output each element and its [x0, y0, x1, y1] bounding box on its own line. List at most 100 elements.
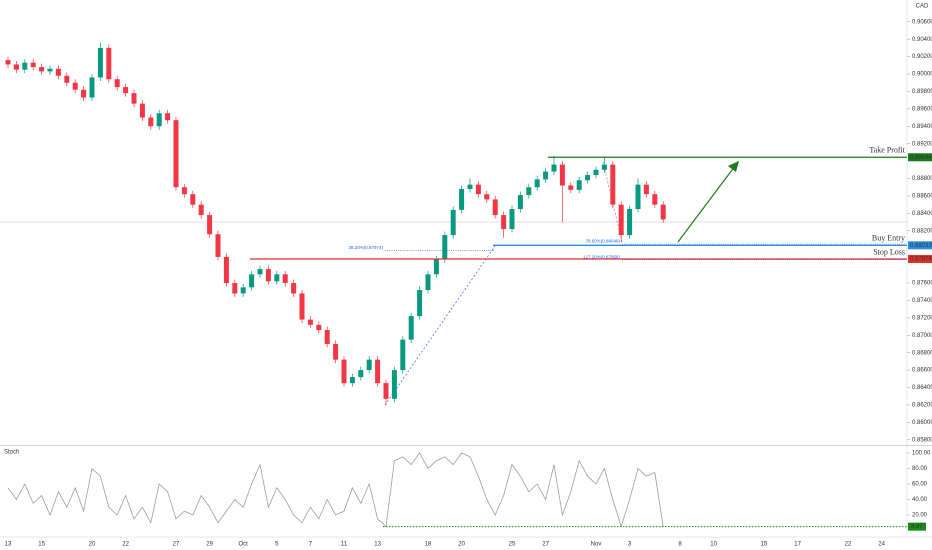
- fib-trend-line: [384, 245, 496, 406]
- candle-body: [341, 359, 347, 384]
- candle-body: [81, 89, 87, 98]
- candle-body: [660, 204, 666, 220]
- currency: CAD: [916, 4, 929, 10]
- candle-body: [240, 287, 246, 294]
- y-tick-label: 0.86200: [912, 403, 932, 409]
- candle-body: [643, 184, 649, 195]
- y-tick-label: 0.90600: [912, 19, 932, 25]
- candle-body: [55, 68, 61, 76]
- x-tick-label: 10: [710, 542, 717, 548]
- y-tick-label: 40.00: [912, 497, 928, 503]
- candle-body: [400, 339, 406, 371]
- x-tick-label: Oct: [239, 542, 249, 548]
- candle-body: [316, 324, 322, 331]
- candle-body: [47, 68, 53, 72]
- level-price: 0.89044: [910, 155, 932, 161]
- candle-body: [265, 269, 271, 282]
- candle-body: [543, 171, 549, 180]
- candle-body: [585, 175, 591, 181]
- candle-body: [13, 64, 19, 70]
- level-price-box: [908, 254, 932, 263]
- y-tick-label: 80.00: [912, 466, 928, 472]
- x-tick-label: 13: [5, 542, 12, 548]
- candle-body: [509, 209, 515, 230]
- y-tick-label: 0.88800: [912, 176, 932, 182]
- y-tick-label: 0.89200: [912, 141, 932, 147]
- x-tick-label: 22: [122, 542, 129, 548]
- candle-body: [215, 234, 221, 257]
- candle-body: [408, 316, 414, 340]
- candle-body: [5, 60, 11, 65]
- x-tick-label: 18: [425, 542, 432, 548]
- y-tick-label: 0.86600: [912, 368, 932, 374]
- candle-body: [257, 269, 263, 275]
- fib-label: 78.60%(0.88048): [585, 239, 620, 244]
- candle-body: [97, 47, 103, 78]
- candle-body: [173, 120, 179, 188]
- candle-body: [450, 209, 456, 236]
- y-tick-label: 0.86400: [912, 385, 932, 391]
- y-tick-label: 20.00: [912, 513, 928, 519]
- candle-body: [358, 370, 364, 378]
- candle-body: [425, 274, 431, 290]
- candle-body: [249, 274, 255, 288]
- x-tick-label: 11: [341, 542, 348, 548]
- candle-body: [207, 215, 213, 235]
- candle-body: [64, 75, 70, 83]
- candle-body: [568, 185, 574, 190]
- x-tick-label: 3: [628, 542, 632, 548]
- candle-body: [181, 187, 187, 195]
- x-tick-label: 8: [678, 542, 682, 548]
- y-tick-label: 0.86000: [912, 420, 932, 426]
- candle-body: [165, 113, 171, 121]
- candle-body: [324, 330, 330, 344]
- candle-body: [551, 164, 557, 172]
- y-tick-label: 0.87000: [912, 333, 932, 339]
- candle-body: [391, 370, 397, 399]
- candle-body: [576, 180, 582, 190]
- candle-body: [492, 199, 498, 216]
- candle-body: [417, 289, 423, 317]
- candle-body: [484, 194, 490, 200]
- y-tick-label: 0.87400: [912, 298, 932, 304]
- candle-body: [610, 164, 616, 205]
- fib-label: 38.20%(0.87974): [348, 245, 383, 250]
- x-tick-label: 20: [458, 542, 465, 548]
- candle-body: [349, 377, 355, 384]
- candle-body: [475, 184, 481, 195]
- candle-body: [198, 204, 204, 216]
- candle-body: [291, 283, 297, 294]
- candle-body: [123, 87, 129, 94]
- candle-body: [106, 47, 112, 80]
- projection-arrow: [677, 165, 736, 243]
- candle-body: [618, 204, 624, 236]
- stoch-line: [7, 452, 664, 528]
- candle-body: [627, 209, 633, 236]
- y-tick-label: 0.88200: [912, 228, 932, 234]
- x-tick-label: 27: [542, 542, 549, 548]
- candle-body: [534, 179, 540, 188]
- candle-body: [442, 235, 448, 260]
- x-tick-label: 7: [309, 542, 313, 548]
- y-tick-label: 0.85800: [912, 437, 932, 443]
- candle-body: [333, 343, 339, 360]
- candle-body: [299, 293, 305, 320]
- candle-body: [307, 319, 313, 325]
- candle-body: [517, 195, 523, 210]
- candle-body: [501, 215, 507, 230]
- candle-body: [635, 184, 641, 210]
- y-tick-label: 60.00: [912, 482, 928, 488]
- candle-body: [30, 62, 36, 68]
- level-price-box: [908, 241, 932, 250]
- candle-body: [366, 359, 372, 371]
- x-tick-label: 13: [374, 542, 381, 548]
- x-tick-label: 20: [89, 542, 96, 548]
- y-tick-label: 0.88600: [912, 194, 932, 200]
- x-tick-label: 22: [845, 542, 852, 548]
- candle-body: [190, 194, 196, 205]
- x-tick-label: 24: [878, 542, 885, 548]
- fib-label: 127.20%(0.87868): [583, 254, 621, 259]
